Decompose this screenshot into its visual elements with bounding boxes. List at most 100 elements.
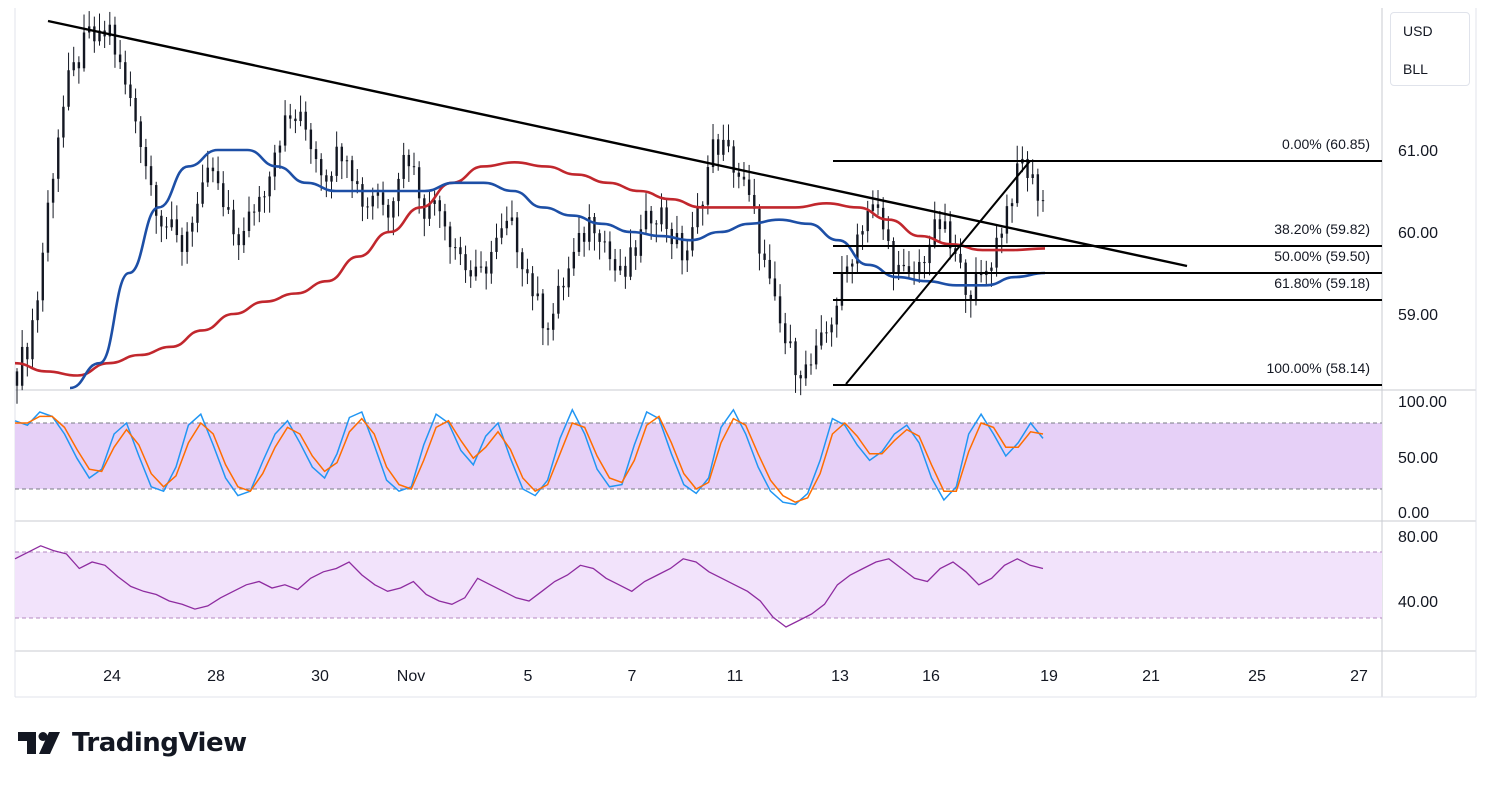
- stoch-axis-labels: 100.00 50.00 0.00: [1398, 394, 1447, 522]
- candle-body: [98, 30, 101, 42]
- trendline[interactable]: [47, 19, 1188, 268]
- fib-level-label: 61.80% (59.18): [1274, 275, 1370, 291]
- candle-body: [742, 176, 746, 180]
- candle-body: [856, 234, 859, 264]
- candle-body: [283, 115, 287, 146]
- candle-body: [67, 70, 70, 107]
- candle-body: [577, 232, 581, 252]
- stoch-tick-label: 100.00: [1398, 394, 1447, 411]
- stoch-tick-label: 50.00: [1398, 450, 1438, 467]
- candle-body: [979, 273, 983, 276]
- candle-body: [964, 262, 967, 295]
- fib-level-label: 0.00% (60.85): [1282, 136, 1370, 152]
- candle-body: [737, 172, 741, 177]
- candle-body: [500, 228, 503, 238]
- candle-body: [835, 305, 838, 325]
- candle-body: [552, 313, 555, 330]
- candle-body: [469, 270, 472, 277]
- candle-body: [82, 32, 86, 69]
- candle-body: [572, 251, 576, 269]
- candle-body: [490, 251, 493, 274]
- price-chart[interactable]: 0.00% (60.85) 38.20% (59.82) 50.00% (59.50…: [0, 0, 1491, 700]
- candle-body: [716, 139, 720, 155]
- fibonacci-retracement[interactable]: 0.00% (60.85) 38.20% (59.82) 50.00% (59.50…: [833, 136, 1382, 386]
- candle-body: [639, 229, 643, 256]
- candle-body: [36, 300, 39, 321]
- currency-label: USD: [1403, 23, 1433, 39]
- candle-body: [814, 345, 818, 365]
- candle-body: [454, 247, 457, 249]
- candle-body: [778, 296, 782, 324]
- candle-body: [603, 241, 606, 243]
- candle-body: [933, 219, 936, 245]
- candle-body: [227, 207, 230, 210]
- candle-body: [619, 265, 622, 271]
- candle-body: [515, 217, 519, 253]
- candle-body: [892, 240, 895, 273]
- stoch-tick-label: 0.00: [1398, 505, 1429, 522]
- rsi-tick-label: 40.00: [1398, 594, 1438, 611]
- brand-watermark[interactable]: TradingView: [18, 728, 247, 758]
- candle-body: [412, 166, 416, 168]
- candle-body: [763, 253, 766, 260]
- candle-body: [799, 375, 802, 379]
- candle-body: [634, 247, 637, 256]
- candle-body: [392, 201, 395, 218]
- candle-body: [51, 178, 55, 203]
- candle-body: [72, 62, 75, 71]
- candle-body: [562, 285, 565, 288]
- candle-body: [732, 146, 735, 173]
- candle-body: [196, 203, 199, 223]
- candle-body: [170, 219, 173, 228]
- candle-body: [175, 219, 179, 236]
- candle-body: [448, 226, 452, 248]
- candle-body: [747, 179, 751, 195]
- candle-body: [258, 196, 261, 212]
- candle-body: [479, 266, 483, 268]
- candle-body: [191, 222, 194, 232]
- candle-body: [995, 237, 998, 268]
- symbol-label: BLL: [1403, 61, 1428, 77]
- candle-body: [613, 259, 617, 271]
- candle-body: [273, 152, 276, 177]
- candle-body: [768, 259, 771, 279]
- candle-body: [15, 371, 19, 386]
- candle-body: [804, 364, 808, 379]
- candle-body: [510, 217, 514, 221]
- candle-body: [948, 221, 952, 249]
- candle-body: [93, 26, 96, 42]
- candle-body: [237, 234, 240, 246]
- candle-body: [861, 231, 864, 235]
- candle-body: [361, 184, 364, 207]
- candle-body: [567, 268, 570, 288]
- candle-body: [247, 211, 251, 231]
- candle-body: [46, 202, 50, 253]
- candle-body: [340, 146, 344, 162]
- candle-body: [1016, 163, 1019, 204]
- time-tick-label: 16: [922, 668, 940, 685]
- candle-body: [918, 261, 921, 275]
- candle-body: [41, 252, 44, 301]
- candle-body: [113, 24, 117, 55]
- candle-body: [526, 269, 529, 274]
- candle-body: [216, 171, 220, 184]
- candle-body: [417, 167, 421, 199]
- candle-body: [644, 210, 648, 230]
- candle-body: [139, 121, 142, 148]
- candle-body: [319, 159, 323, 176]
- candle-body: [433, 200, 436, 204]
- candle-body: [330, 175, 333, 182]
- candle-body: [866, 210, 869, 232]
- candle-body: [366, 206, 369, 208]
- candle-body: [335, 146, 338, 176]
- candle-body: [758, 208, 761, 254]
- candle-body: [845, 266, 849, 273]
- candle-body: [211, 167, 215, 172]
- candle-body: [268, 176, 271, 197]
- symbol-legend[interactable]: USD BLL: [1390, 12, 1470, 86]
- candle-body: [407, 154, 411, 167]
- stoch-d-line: [15, 415, 1044, 504]
- candle-body: [753, 194, 756, 209]
- candle-body: [165, 226, 168, 228]
- candle-body: [423, 198, 426, 219]
